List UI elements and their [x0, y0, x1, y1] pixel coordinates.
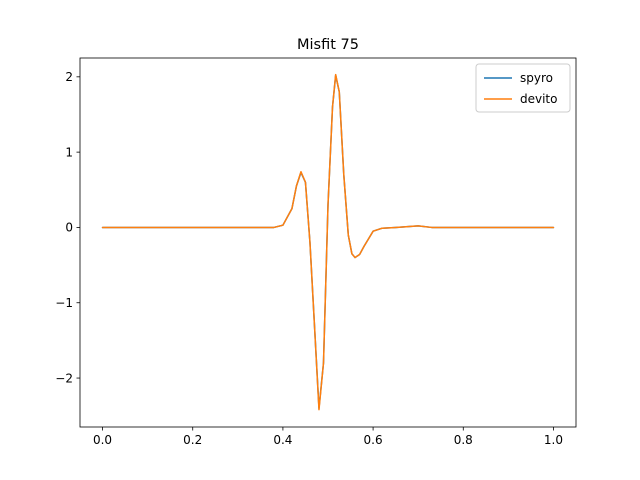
x-tick-label: 0.6 — [364, 433, 383, 447]
x-tick-label: 0.4 — [273, 433, 292, 447]
y-tick-label: 1 — [65, 145, 73, 159]
y-tick-label: 2 — [65, 70, 73, 84]
y-tick-label: −2 — [55, 371, 73, 385]
series-lines — [101, 73, 555, 411]
x-axis: 0.0 0.2 0.4 0.6 0.8 1.0 — [93, 427, 563, 447]
x-tick-label: 1.0 — [544, 433, 563, 447]
legend: spyro devito — [475, 63, 571, 113]
plot-background — [80, 58, 576, 427]
plot-area — [80, 58, 576, 427]
y-axis: −2 −1 0 1 2 — [55, 70, 80, 385]
chart-title: Misfit 75 — [297, 37, 359, 53]
series-line-devito — [101, 73, 555, 411]
y-tick-label: 0 — [65, 221, 73, 235]
legend-label-devito: devito — [520, 92, 557, 106]
x-tick-label: 0.2 — [183, 433, 202, 447]
legend-label-spyro: spyro — [520, 71, 553, 85]
axes-frame — [79, 57, 577, 428]
x-tick-label: 0.8 — [454, 433, 473, 447]
y-tick-label: −1 — [55, 296, 73, 310]
x-tick-label: 0.0 — [93, 433, 112, 447]
legend-box — [475, 63, 571, 113]
axes-spines — [79, 57, 577, 428]
